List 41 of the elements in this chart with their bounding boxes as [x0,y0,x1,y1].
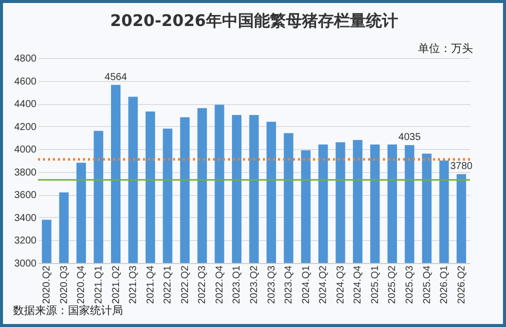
y-tick-label: 3400 [14,212,37,224]
x-tick-label: 2026.Q1 [439,265,450,304]
x-tick-label: 2021.Q2 [110,265,122,304]
x-tick-label: 2023.Q2 [249,265,260,304]
y-tick-label: 4200 [14,122,37,133]
x-tick-label: 2022.Q1 [162,265,174,304]
source-note: 数据来源：国家统计局 [13,304,123,318]
y-tick-label: 4000 [14,144,37,156]
y-tick-label: 3600 [14,190,37,202]
x-tick-label: 2025.Q2 [387,265,398,304]
x-tick-label: 2021.Q4 [145,265,156,304]
x-tick-label: 2021.Q1 [93,265,104,304]
x-tick-label: 2022.Q4 [214,265,226,304]
x-tick-label: 2024.Q1 [300,265,312,304]
x-tick-label: 2024.Q3 [335,265,346,304]
x-tick-label: 2025.Q4 [422,265,433,304]
x-tick-label: 2022.Q2 [180,265,191,304]
x-tick-label: 2022.Q3 [197,265,208,304]
x-tick-label: 2024.Q4 [352,265,364,304]
text: 单位：万头 [418,41,473,56]
x-tick-label: 2021.Q3 [128,265,140,304]
data-label: 4035 [398,132,422,144]
chart-title: 2020-2026年中国能繁母猪存栏量统计 [110,11,398,30]
x-tick-label: 2026.Q2 [456,265,468,304]
y-tick-label: 4800 [14,54,37,64]
y-tick-label: 4400 [14,99,37,110]
x-tick-label: 2025.Q1 [370,265,381,304]
x-tick-label: 2020.Q3 [58,265,70,304]
y-tick-label: 3800 [14,167,37,178]
x-tick-label: 2023.Q4 [284,265,295,304]
y-tick-label: 4600 [14,76,37,88]
y-tick-label: 3000 [14,258,37,270]
x-tick-label: 2020.Q4 [76,265,88,304]
x-tick-label: 2020.Q2 [42,265,53,304]
x-tick-label: 2023.Q3 [266,265,278,304]
x-tick-label: 2024.Q2 [318,265,330,304]
data-label: 3780 [450,161,473,172]
x-tick-label: 2023.Q1 [232,265,243,304]
x-tick-label: 2025.Q3 [404,265,416,304]
data-label: 4564 [104,72,128,83]
y-tick-label: 3200 [14,236,37,247]
